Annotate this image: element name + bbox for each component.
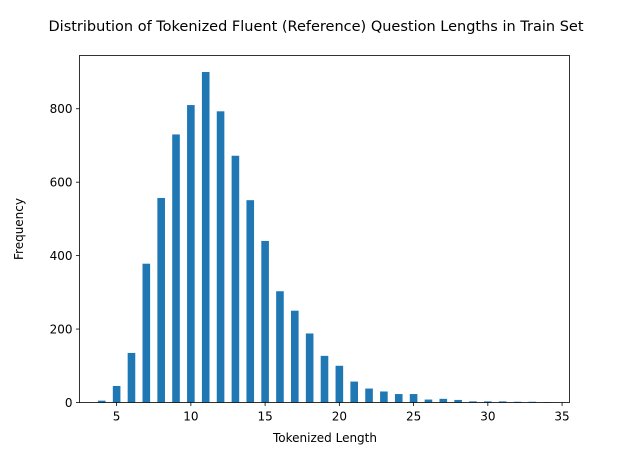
x-axis-label: Tokenized Length (272, 431, 377, 445)
y-tick-label: 800 (50, 102, 73, 116)
y-tick-label: 600 (50, 175, 73, 189)
bar-8 (157, 197, 165, 403)
x-tick-label: 30 (480, 410, 495, 424)
bar-31 (498, 401, 507, 403)
y-tick-label: 0 (65, 396, 73, 410)
x-tick-label: 10 (183, 410, 198, 424)
x-tick-label: 20 (332, 410, 347, 424)
bar-19 (320, 355, 329, 403)
plot-frame (79, 55, 570, 403)
y-tick-label: 200 (50, 322, 73, 336)
bar-30 (484, 401, 492, 403)
bar-27 (439, 398, 448, 403)
bar-18 (305, 333, 314, 403)
bar-26 (424, 399, 433, 403)
bar-24 (394, 394, 403, 403)
bar-15 (261, 240, 269, 403)
y-tick-label: 400 (50, 249, 73, 263)
bar-29 (469, 401, 477, 403)
bar-4 (97, 400, 106, 403)
bar-11 (201, 72, 210, 403)
bar-22 (365, 388, 373, 403)
chart-title: Distribution of Tokenized Fluent (Refere… (49, 19, 584, 35)
bar-14 (246, 200, 255, 403)
bar-16 (276, 291, 284, 403)
bars-group (97, 72, 552, 403)
bar-21 (350, 381, 358, 403)
bar-10 (187, 105, 195, 403)
x-tick-label: 25 (406, 410, 421, 424)
bar-13 (231, 155, 240, 403)
x-tick-label: 35 (554, 410, 569, 424)
x-tick-label: 5 (113, 410, 121, 424)
bar-9 (172, 134, 180, 403)
bar-7 (142, 263, 151, 403)
y-axis-label: Frequency (12, 198, 26, 260)
bar-12 (216, 111, 225, 403)
x-axis-ticks: 5 10 15 20 25 30 35 (113, 402, 570, 424)
bar-28 (454, 399, 462, 403)
bar-6 (127, 352, 136, 403)
bar-17 (291, 310, 299, 403)
bar-25 (409, 394, 418, 403)
bar-23 (380, 391, 388, 403)
y-axis-ticks: 0 200 400 600 800 (50, 102, 80, 410)
x-tick-label: 15 (257, 410, 272, 424)
bar-5 (112, 385, 121, 403)
bar-20 (335, 365, 344, 403)
